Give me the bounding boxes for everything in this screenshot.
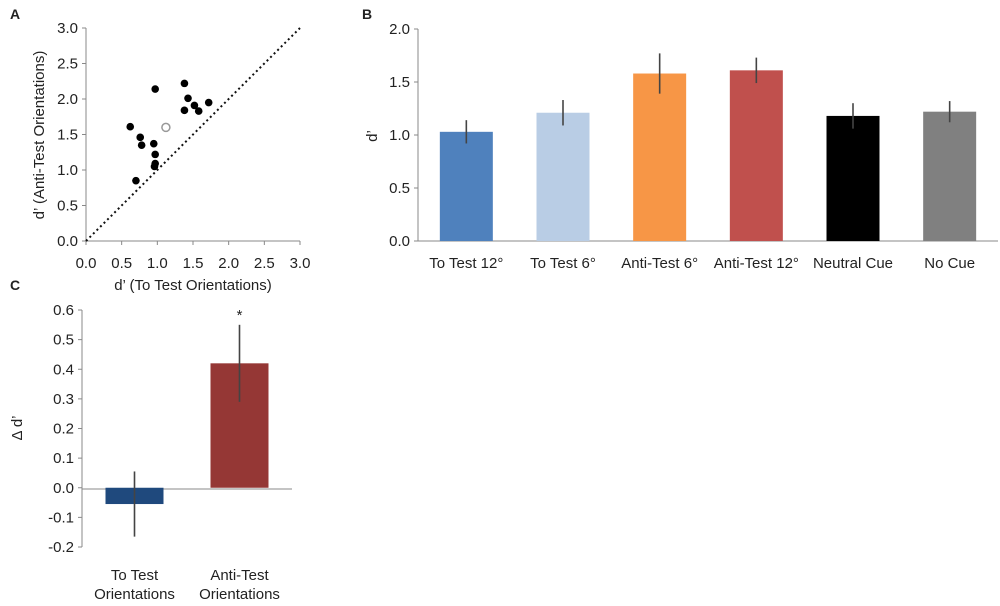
panel-a-letter: A: [10, 6, 20, 22]
panel-a-y-label: d’ (Anti-Test Orientations): [31, 51, 48, 220]
scatter-point: [151, 150, 159, 159]
category-label: To Test 6°: [530, 255, 596, 272]
panel-a-y-tick-label: 2.5: [57, 56, 78, 73]
scatter-point: [151, 85, 159, 93]
scatter-point: [190, 101, 199, 110]
panel-b-y-tick-label: 2.0: [389, 21, 410, 38]
panel-a-y-tick-label: 0.5: [57, 198, 78, 215]
scatter-point: [126, 122, 135, 131]
scatter-point: [137, 141, 146, 149]
scatter-point: [180, 79, 189, 88]
bar: [729, 70, 783, 241]
panel-c-y-tick-label: 0.0: [53, 480, 74, 497]
category-label: Orientations: [94, 586, 175, 603]
panel-b-y-tick-label: 1.0: [389, 127, 410, 144]
panel-a-y-tick-label: 1.0: [57, 162, 78, 179]
panel-c-y-tick-label: 0.4: [53, 361, 74, 378]
category-label: Anti-Test 6°: [621, 255, 698, 272]
category-label: Anti-Test: [210, 567, 269, 584]
panel-b-letter: B: [362, 6, 372, 22]
panel-c-bar-chart: 0.6 0.5 0.4 0.3 0.2 0.1 0.0 -0.1 -0.2 * To Test O…: [9, 302, 292, 603]
scatter-point: [132, 176, 140, 185]
panel-a-x-tick-label: 1.5: [183, 255, 204, 272]
category-label: Neutral Cue: [813, 255, 893, 272]
bar: [633, 73, 687, 242]
scatter-point: [204, 98, 213, 107]
panel-b-bar-chart: 0.0 0.5 1.0 1.5 2.0 To Test 12° To Test 6° Ant…: [364, 21, 998, 272]
significance-marker: *: [237, 307, 243, 324]
scatter-point: [150, 162, 159, 171]
panel-c-y-tick-label: -0.1: [48, 509, 74, 526]
category-label: No Cue: [924, 255, 975, 272]
panel-b-y-tick-label: 0.0: [389, 233, 410, 250]
identity-line: [85, 27, 301, 242]
scatter-point: [180, 106, 189, 115]
category-label: Orientations: [199, 586, 280, 603]
panel-b-y-label: d’: [364, 130, 381, 142]
panel-a-x-label: d’ (To Test Orientations): [114, 277, 272, 294]
category-label: To Test 12°: [429, 255, 503, 272]
panel-a-x-tick-label: 1.0: [147, 255, 168, 272]
panel-a-x-tick-label: 0.5: [111, 255, 132, 272]
scatter-point: [136, 133, 145, 142]
panel-a-y-tick-label: 2.0: [57, 91, 78, 108]
panel-a-x-tick-label: 3.0: [290, 255, 311, 272]
category-label: To Test: [111, 567, 159, 584]
category-label: Anti-Test 12°: [714, 255, 799, 272]
bar: [439, 131, 493, 241]
panel-a-y-tick-label: 1.5: [57, 127, 78, 144]
panel-c-y-tick-label: 0.5: [53, 332, 74, 349]
panel-a-scatter: 0.0 0.5 1.0 1.5 2.0 2.5 3.0 0.0 0.5 1.0 1.5 2.0 2.5…: [31, 20, 310, 294]
panel-c-y-tick-label: 0.6: [53, 302, 74, 319]
mean-point: [161, 122, 171, 133]
panel-a-x-tick-label: 0.0: [76, 255, 97, 272]
panel-c-y-label: Δ d’: [9, 415, 26, 440]
bar: [923, 111, 977, 242]
scatter-point: [194, 107, 203, 115]
panel-a-y-tick-label: 3.0: [57, 20, 78, 37]
scatter-point: [184, 94, 192, 103]
panel-a-x-tick-label: 2.0: [218, 255, 239, 272]
panel-b-y-tick-label: 1.5: [389, 74, 410, 91]
bar: [826, 115, 880, 241]
panel-c-y-tick-label: -0.2: [48, 539, 74, 556]
panel-c-letter: C: [10, 277, 20, 293]
panel-a-y-tick-label: 0.0: [57, 233, 78, 250]
panel-c-y-tick-label: 0.2: [53, 421, 74, 438]
panel-a-x-tick-label: 2.5: [254, 255, 275, 272]
panel-c-y-tick-label: 0.1: [53, 450, 74, 467]
panel-c-y-tick-label: 0.3: [53, 391, 74, 408]
panel-b-y-tick-label: 0.5: [389, 180, 410, 197]
bar: [536, 112, 590, 242]
scatter-point: [149, 139, 158, 148]
